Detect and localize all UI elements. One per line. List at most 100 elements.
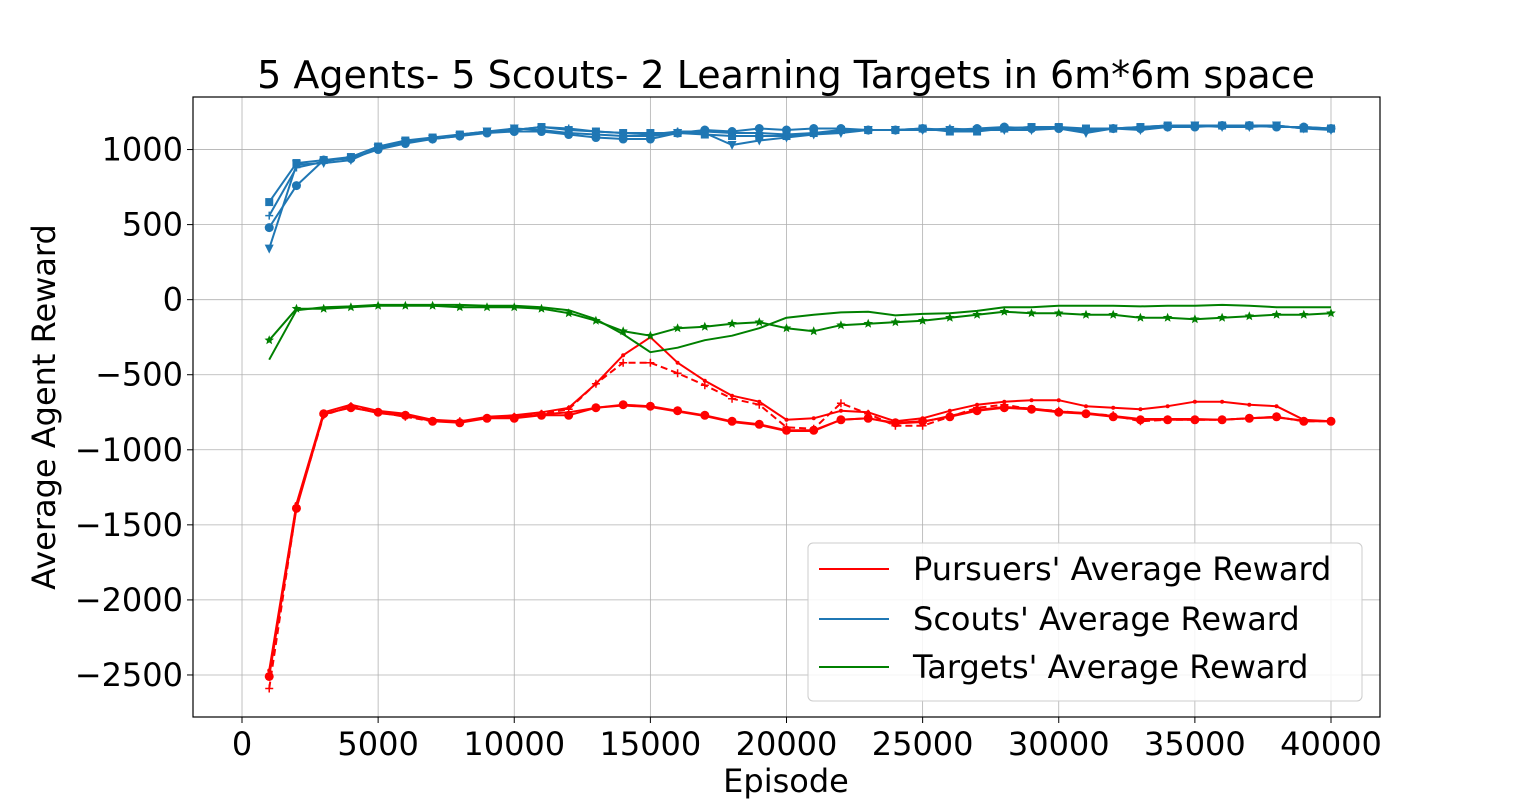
data-point-scouts xyxy=(591,127,600,136)
data-point-targets xyxy=(945,312,955,322)
data-point-scouts xyxy=(918,126,927,135)
data-point-scouts xyxy=(292,163,301,172)
data-point-scouts xyxy=(1163,121,1172,130)
data-point-pursuers xyxy=(1056,398,1061,403)
data-point-targets xyxy=(917,315,928,325)
data-point-scouts xyxy=(483,127,492,136)
data-point-scouts xyxy=(1054,123,1063,132)
data-point-targets xyxy=(672,323,683,333)
data-point-targets xyxy=(563,308,574,318)
series-targets xyxy=(268,303,1331,361)
data-point-scouts xyxy=(510,126,519,135)
data-point-pursuers xyxy=(728,394,737,403)
data-point-pursuers xyxy=(864,409,873,418)
data-point-scouts xyxy=(1000,124,1009,133)
data-point-scouts xyxy=(700,127,709,136)
axis-ticks: 0 5000 10000 15000 20000 25000 30000 35000 40000… xyxy=(75,131,1382,763)
data-point-targets xyxy=(645,330,656,340)
data-point-targets xyxy=(727,318,737,328)
data-point-pursuers xyxy=(782,423,791,432)
data-point-targets xyxy=(264,335,274,345)
data-point-targets xyxy=(700,321,710,331)
data-point-targets xyxy=(781,323,792,333)
data-point-pursuers xyxy=(918,421,927,430)
y-tick-label: 500 xyxy=(122,206,183,244)
data-point-targets xyxy=(1326,308,1336,318)
x-tick-label: 10000 xyxy=(463,725,565,763)
data-point-scouts xyxy=(1327,124,1335,133)
data-point-targets xyxy=(863,318,873,328)
data-point-scouts xyxy=(864,126,873,135)
data-point-pursuers xyxy=(621,353,626,358)
legend-label-targets: Targets' Average Reward xyxy=(912,648,1308,686)
data-point-targets xyxy=(1135,312,1146,322)
data-point-pursuers xyxy=(1165,404,1170,409)
legend-label-scouts: Scouts' Average Reward xyxy=(913,600,1300,638)
data-point-scouts xyxy=(754,124,764,134)
data-point-scouts xyxy=(374,142,383,151)
legend-item-pursuers: Pursuers' Average Reward xyxy=(819,550,1331,588)
data-point-pursuers xyxy=(646,358,655,367)
data-point-targets xyxy=(754,317,764,327)
data-point-targets xyxy=(1299,309,1309,319)
data-point-pursuers xyxy=(591,379,600,388)
x-tick-label: 15000 xyxy=(599,725,701,763)
data-point-pursuers xyxy=(1220,399,1225,404)
data-point-scouts xyxy=(455,130,464,139)
data-point-scouts xyxy=(1190,121,1199,130)
plot-frame xyxy=(192,96,1381,718)
data-point-targets xyxy=(836,320,846,330)
x-tick-label: 30000 xyxy=(1008,725,1110,763)
data-point-scouts xyxy=(1272,123,1281,132)
series-scouts xyxy=(264,121,1336,254)
data-point-pursuers xyxy=(1111,405,1116,410)
data-point-pursuers xyxy=(700,381,709,390)
series-line-targets xyxy=(268,304,1332,341)
x-tick-label: 5000 xyxy=(337,725,418,763)
data-point-scouts xyxy=(319,157,328,166)
data-point-pursuers xyxy=(265,684,274,693)
data-point-pursuers xyxy=(1274,404,1279,409)
data-point-scouts xyxy=(1218,121,1227,130)
data-point-scouts xyxy=(1299,123,1308,132)
data-point-pursuers xyxy=(838,408,843,413)
data-point-targets xyxy=(1108,309,1118,319)
x-tick-label: 25000 xyxy=(872,725,974,763)
data-point-scouts xyxy=(1109,124,1118,133)
data-point-targets xyxy=(1054,308,1064,318)
data-point-scouts xyxy=(401,138,410,147)
data-point-targets xyxy=(618,326,628,336)
data-point-pursuers xyxy=(1083,404,1088,409)
data-point-pursuers xyxy=(893,419,898,424)
y-tick-label: −500 xyxy=(95,356,183,394)
y-tick-label: 0 xyxy=(163,281,183,319)
data-point-targets xyxy=(1271,309,1282,319)
series-pursuers xyxy=(268,404,1332,674)
data-point-scouts xyxy=(1081,127,1090,136)
data-point-targets xyxy=(1026,308,1037,318)
data-point-scouts xyxy=(619,129,628,138)
data-point-scouts xyxy=(945,124,954,133)
data-point-pursuers xyxy=(784,417,789,422)
data-point-pursuers xyxy=(619,358,628,367)
series-line-pursuers xyxy=(268,404,1332,674)
series-line-scouts xyxy=(268,124,1332,249)
data-point-scouts xyxy=(836,127,845,136)
y-tick-label: −1500 xyxy=(75,506,183,544)
series-line-targets xyxy=(268,303,1331,361)
data-point-pursuers xyxy=(1192,399,1197,404)
data-point-scouts xyxy=(1136,123,1145,132)
data-point-pursuers xyxy=(702,378,707,383)
legend-item-scouts: Scouts' Average Reward xyxy=(819,600,1300,638)
data-point-scouts xyxy=(782,130,791,139)
data-point-scouts xyxy=(537,123,546,132)
y-tick-label: −2500 xyxy=(75,656,183,694)
chart-title: 5 Agents- 5 Scouts- 2 Learning Targets i… xyxy=(257,53,1315,97)
series-line-pursuers xyxy=(268,361,1331,689)
data-point-targets xyxy=(972,309,982,319)
data-point-targets xyxy=(1244,311,1255,321)
data-point-targets xyxy=(1081,309,1091,319)
legend-label-pursuers: Pursuers' Average Reward xyxy=(913,550,1331,588)
data-point-targets xyxy=(455,302,465,312)
